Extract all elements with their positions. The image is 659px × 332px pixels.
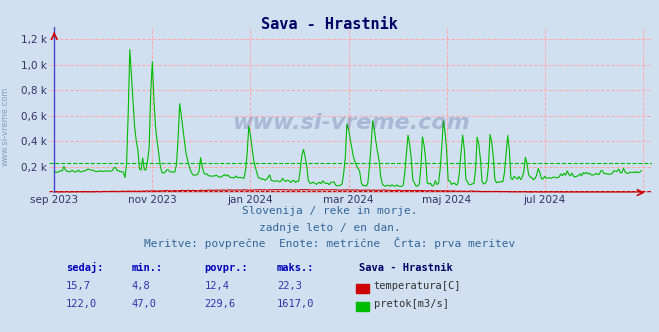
Text: 47,0: 47,0	[132, 299, 157, 309]
Text: 4,8: 4,8	[132, 281, 150, 291]
Text: Meritve: povprečne  Enote: metrične  Črta: prva meritev: Meritve: povprečne Enote: metrične Črta:…	[144, 237, 515, 249]
Text: temperatura[C]: temperatura[C]	[374, 281, 461, 291]
Text: www.si-vreme.com: www.si-vreme.com	[232, 113, 470, 133]
Text: www.si-vreme.com: www.si-vreme.com	[1, 86, 10, 166]
Text: Slovenija / reke in morje.: Slovenija / reke in morje.	[242, 206, 417, 216]
Text: pretok[m3/s]: pretok[m3/s]	[374, 299, 449, 309]
Text: povpr.:: povpr.:	[204, 263, 248, 273]
Text: 122,0: 122,0	[66, 299, 97, 309]
Text: 12,4: 12,4	[204, 281, 229, 291]
Text: min.:: min.:	[132, 263, 163, 273]
Text: maks.:: maks.:	[277, 263, 314, 273]
Text: 1617,0: 1617,0	[277, 299, 314, 309]
Text: 22,3: 22,3	[277, 281, 302, 291]
Text: sedaj:: sedaj:	[66, 262, 103, 273]
Text: Sava - Hrastnik: Sava - Hrastnik	[359, 263, 453, 273]
Text: 229,6: 229,6	[204, 299, 235, 309]
Text: Sava - Hrastnik: Sava - Hrastnik	[261, 17, 398, 32]
Text: zadnje leto / en dan.: zadnje leto / en dan.	[258, 223, 401, 233]
Text: 15,7: 15,7	[66, 281, 91, 291]
